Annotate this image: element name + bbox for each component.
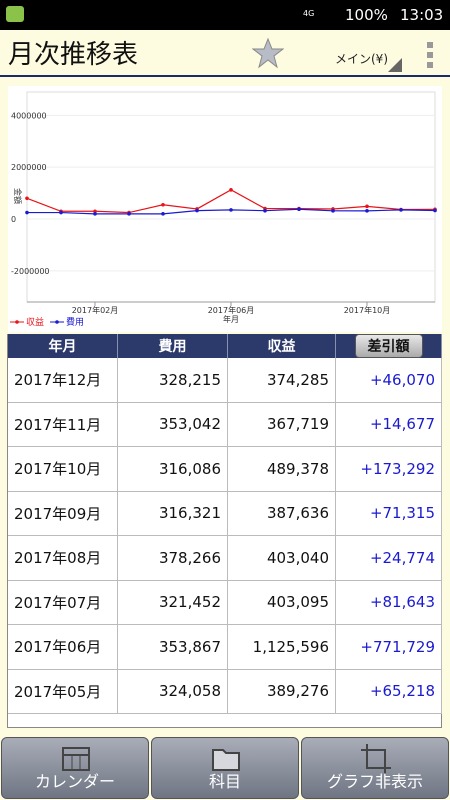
battery: 100% bbox=[345, 6, 388, 24]
table-cell: +173,292 bbox=[336, 447, 442, 492]
data-point bbox=[263, 208, 267, 213]
toolbar-button[interactable]: カレンダー bbox=[1, 737, 149, 799]
legend-label: 収益 bbox=[26, 316, 44, 328]
table-cell: 328,215 bbox=[118, 358, 228, 403]
legend-dot bbox=[55, 320, 59, 324]
legend-dot bbox=[15, 320, 19, 324]
header-cell: 差引額 bbox=[336, 334, 442, 358]
toolbar-button[interactable]: グラフ非表示 bbox=[301, 737, 449, 799]
table-cell: +46,070 bbox=[336, 358, 442, 403]
button-icon bbox=[361, 744, 391, 774]
button-label: グラフ非表示 bbox=[326, 772, 423, 791]
legend-label: 費用 bbox=[66, 316, 84, 328]
table-cell: 2017年06月 bbox=[8, 625, 118, 670]
header-divider bbox=[0, 75, 450, 77]
table-cell: +65,218 bbox=[336, 669, 442, 714]
y-tick-label: 2000000 bbox=[11, 163, 47, 172]
data-point bbox=[433, 208, 437, 213]
header-cell: 収益 bbox=[228, 334, 336, 358]
menu-dots[interactable] bbox=[424, 40, 436, 70]
favorite-star[interactable] bbox=[252, 37, 284, 69]
x-tick-label: 2017年06月 bbox=[208, 305, 255, 315]
data-point bbox=[399, 208, 403, 212]
data-point bbox=[161, 202, 165, 207]
table-cell: 2017年08月 bbox=[8, 536, 118, 581]
table-cell: 489,378 bbox=[228, 447, 336, 492]
button-label: カレンダー bbox=[34, 772, 115, 791]
toolbar-button[interactable]: 科目 bbox=[151, 737, 299, 799]
table-cell: 353,867 bbox=[118, 625, 228, 670]
data-point bbox=[93, 209, 97, 214]
status-bar: 4G 100% 13:03 bbox=[0, 0, 450, 30]
button-label: 科目 bbox=[208, 772, 241, 791]
account-selector[interactable]: メイン(¥) bbox=[335, 50, 388, 67]
y-tick-label: 0 bbox=[11, 215, 16, 224]
table-cell: 374,285 bbox=[228, 358, 336, 403]
header-cell: 年月 bbox=[8, 334, 118, 358]
x-tick-label: 2017年10月 bbox=[344, 305, 391, 315]
table-cell: 1,125,596 bbox=[228, 625, 336, 670]
table-cell: 2017年05月 bbox=[8, 669, 118, 714]
x-axis-label: 年月 bbox=[223, 314, 239, 324]
data-point bbox=[127, 212, 131, 216]
table-cell: +81,643 bbox=[336, 580, 442, 625]
y-tick-label: 4000000 bbox=[11, 111, 47, 120]
table-cell: +14,677 bbox=[336, 402, 442, 447]
y-tick-label: -2000000 bbox=[11, 267, 50, 276]
table-cell: 389,276 bbox=[228, 669, 336, 714]
table-cell: 2017年11月 bbox=[8, 402, 118, 447]
header-cell: 費用 bbox=[118, 334, 228, 358]
network: 4G bbox=[303, 9, 315, 18]
chart: -2000000 0 2000000 4000000 金額 2017年02月 2017年06… bbox=[10, 91, 437, 328]
data-point bbox=[59, 210, 63, 215]
table-cell: 367,719 bbox=[228, 402, 336, 447]
table-cell: 378,266 bbox=[118, 536, 228, 581]
data-point bbox=[195, 208, 199, 213]
data-point bbox=[229, 188, 233, 192]
table-cell: 2017年10月 bbox=[8, 447, 118, 492]
table-cell: 321,452 bbox=[118, 580, 228, 625]
table-cell: +771,729 bbox=[336, 625, 442, 670]
dropdown-arrow bbox=[388, 58, 402, 72]
page-title: 月次推移表 bbox=[8, 40, 139, 70]
table-cell: 403,040 bbox=[228, 536, 336, 581]
data-point bbox=[229, 208, 233, 212]
table-cell: 316,321 bbox=[118, 491, 228, 536]
table-cell: 403,095 bbox=[228, 580, 336, 625]
data-point bbox=[25, 210, 29, 215]
table-cell: 2017年07月 bbox=[8, 580, 118, 625]
app-icon bbox=[6, 6, 24, 22]
x-tick-label: 2017年02月 bbox=[72, 305, 119, 315]
chart-panel bbox=[8, 86, 442, 332]
data-point bbox=[365, 209, 369, 213]
data-point bbox=[25, 196, 29, 201]
clock: 13:03 bbox=[400, 6, 444, 24]
data-point bbox=[365, 204, 369, 209]
data-point bbox=[331, 209, 335, 213]
table-cell: 2017年12月 bbox=[8, 358, 118, 403]
table-cell: 2017年09月 bbox=[8, 491, 118, 536]
data-point bbox=[93, 212, 97, 216]
table-cell: +24,774 bbox=[336, 536, 442, 581]
table-cell: 387,636 bbox=[228, 491, 336, 536]
data-point bbox=[161, 212, 165, 216]
table-cell: 353,042 bbox=[118, 402, 228, 447]
button-icon bbox=[212, 749, 240, 771]
table-cell: 324,058 bbox=[118, 669, 228, 714]
button-icon bbox=[62, 747, 90, 771]
y-axis-label: 金額 bbox=[13, 188, 23, 204]
data-point bbox=[297, 207, 301, 212]
selector-label: メイン(¥) bbox=[335, 52, 388, 66]
sort-button[interactable]: 差引額 bbox=[354, 334, 423, 358]
table-cell: +71,315 bbox=[336, 491, 442, 536]
table-cell: 316,086 bbox=[118, 447, 228, 492]
